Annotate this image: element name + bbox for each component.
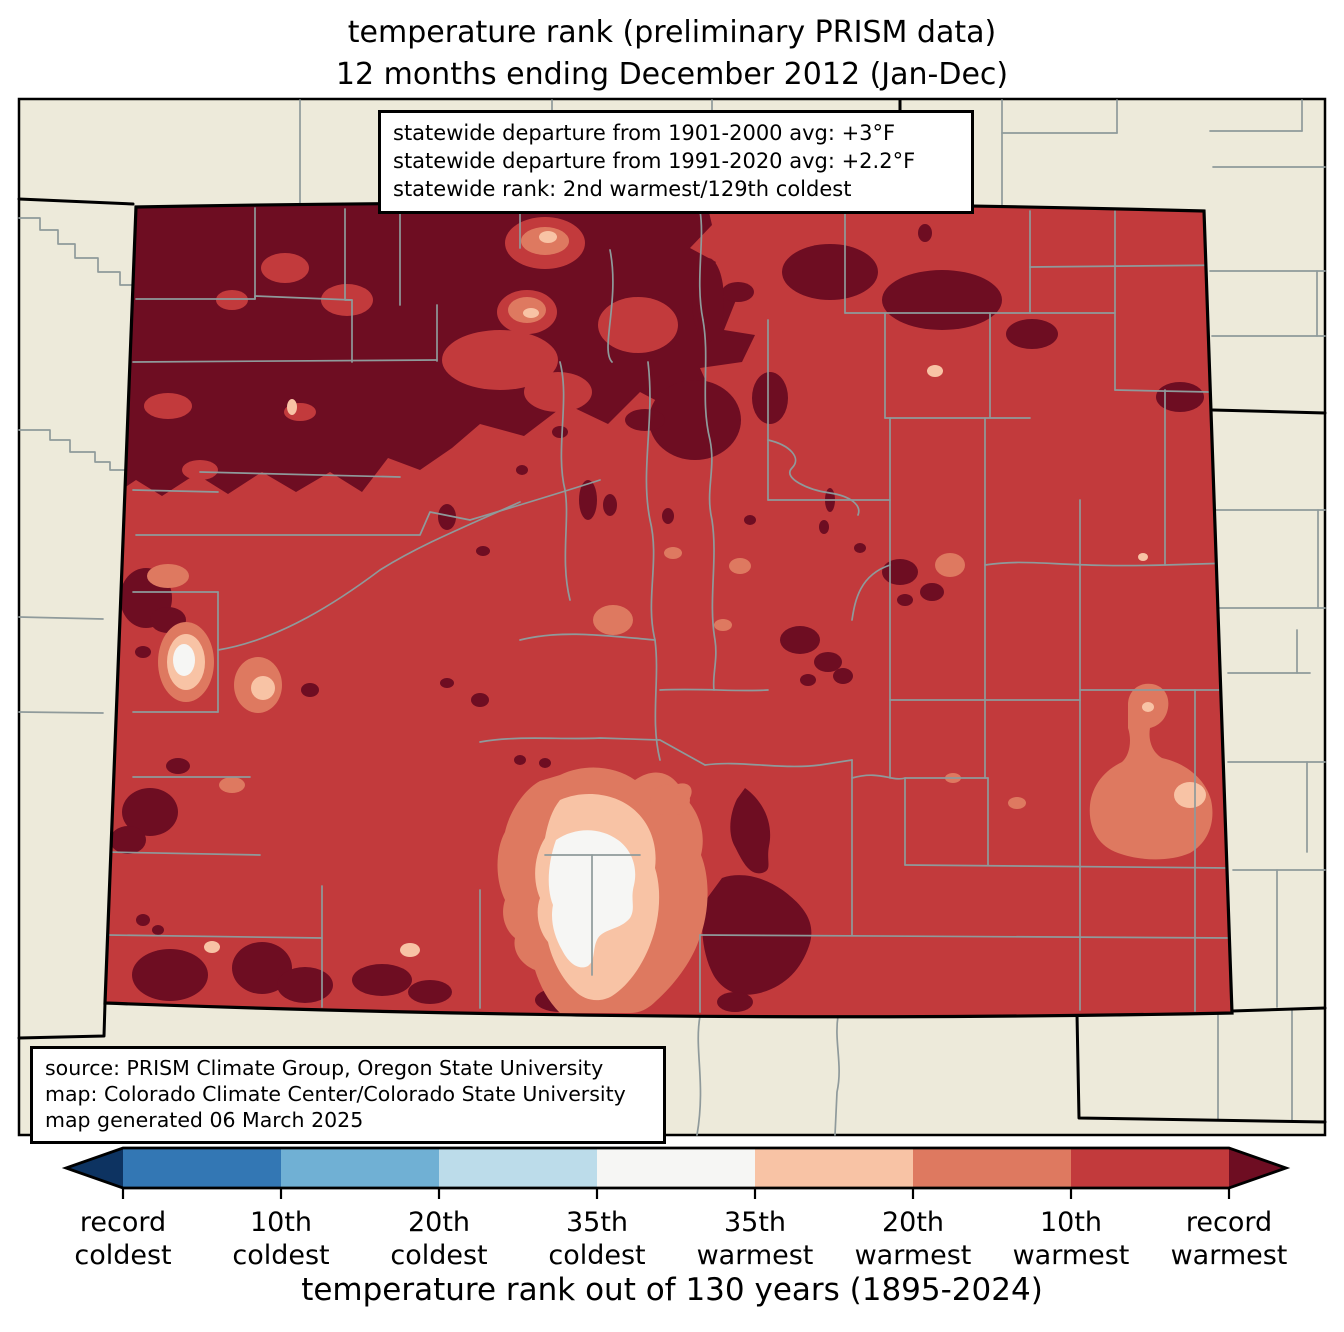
legend-segment-neutral — [597, 1148, 755, 1188]
legend-under-arrow — [66, 1148, 123, 1188]
statewide-stats-box: statewide departure from 1901-2000 avg: … — [378, 110, 974, 214]
legend-segment-20-10-warmest — [913, 1148, 1071, 1188]
colorbar-axis-label: temperature rank out of 130 years (1895-… — [301, 1272, 1043, 1308]
legend-over-arrow — [1229, 1148, 1286, 1188]
tick-label-35th-coldest: 35th coldest — [548, 1207, 646, 1271]
map-credit-line: map: Colorado Climate Center/Colorado St… — [45, 1082, 626, 1106]
figure-title: temperature rank (preliminary PRISM data… — [0, 12, 1344, 96]
tick-label-35th-warmest: 35th warmest — [696, 1207, 814, 1271]
legend-segment-10-20-coldest — [281, 1148, 439, 1188]
stats-line-rank: statewide rank: 2nd warmest/129th coldes… — [393, 177, 852, 201]
figure-title-line2: 12 months ending December 2012 (Jan-Dec) — [335, 57, 1009, 92]
stats-line-departure-1991: statewide departure from 1991-2020 avg: … — [393, 149, 916, 173]
tick-label-record-warmest: record warmest — [1170, 1207, 1288, 1271]
legend-segment-20-35-coldest — [439, 1148, 597, 1188]
tick-label-10th-coldest: 10th coldest — [232, 1207, 330, 1271]
legend-segment-record-10-coldest — [123, 1148, 281, 1188]
stats-line-departure-1901: statewide departure from 1901-2000 avg: … — [393, 121, 896, 145]
tick-label-10th-warmest: 10th warmest — [1012, 1207, 1130, 1271]
figure-title-line1: temperature rank (preliminary PRISM data… — [347, 15, 997, 50]
legend-ticks — [121, 1188, 1231, 1199]
tick-label-20th-coldest: 20th coldest — [390, 1207, 488, 1271]
legend-segment-35-20-warmest — [755, 1148, 913, 1188]
source-credit-box: source: PRISM Climate Group, Oregon Stat… — [30, 1046, 666, 1144]
legend-segment-10-record-warmest — [1071, 1148, 1229, 1188]
tick-label-20th-warmest: 20th warmest — [854, 1207, 972, 1271]
source-line: source: PRISM Climate Group, Oregon Stat… — [45, 1056, 604, 1080]
tick-label-record-coldest: record coldest — [74, 1207, 172, 1271]
legend-colorbar — [61, 1146, 1291, 1199]
colorado-county-borders — [105, 207, 1232, 1013]
generated-date-line: map generated 06 March 2025 — [45, 1108, 364, 1132]
